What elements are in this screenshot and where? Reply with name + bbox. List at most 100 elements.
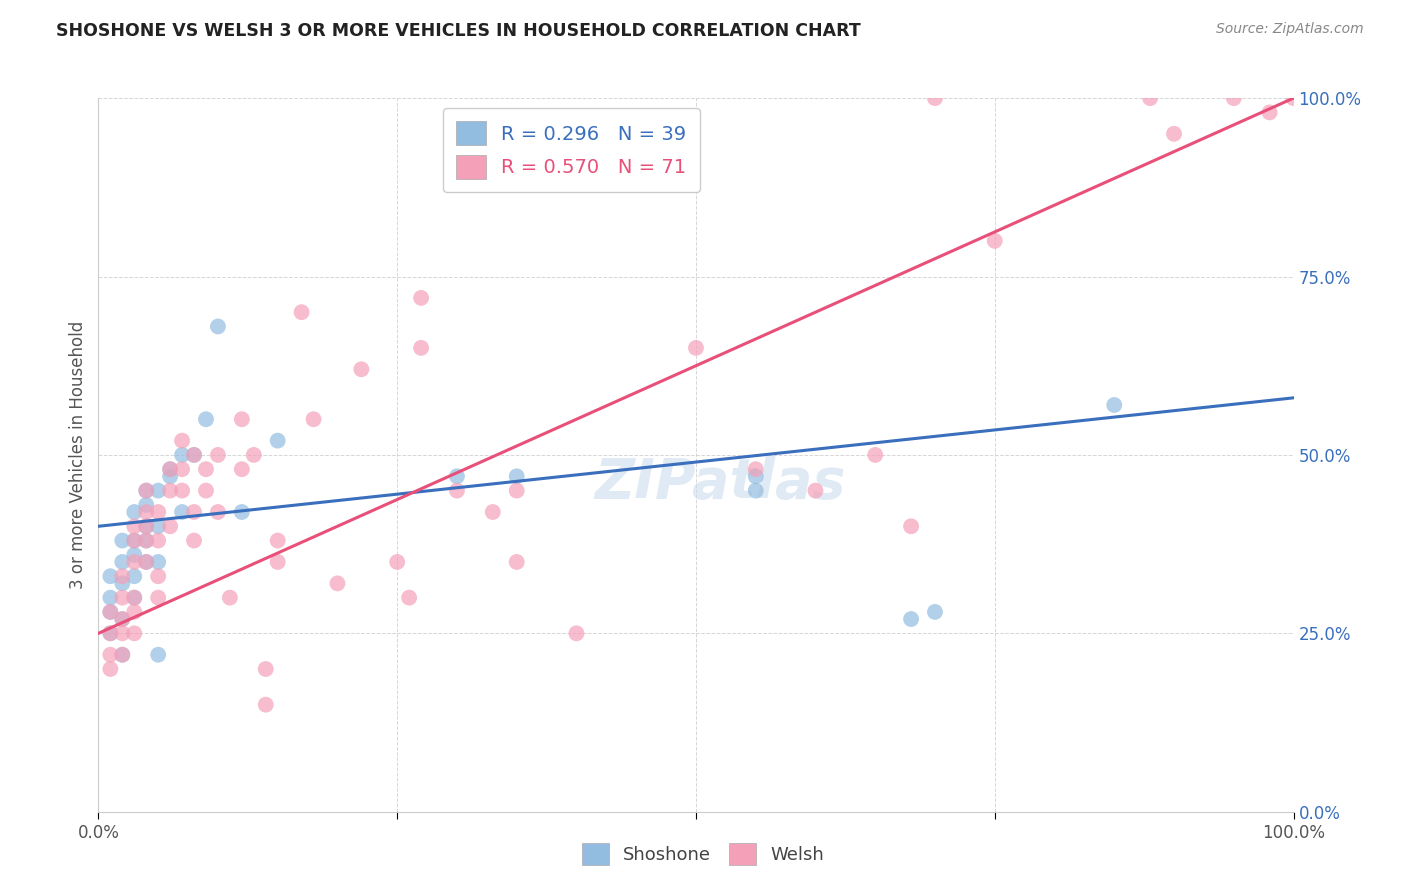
Point [98,648,122,662]
Point [745,462,768,476]
Text: Source: ZipAtlas.com: Source: ZipAtlas.com [1216,22,1364,37]
Point [135,555,157,569]
Point [98,591,122,605]
Point [183,505,205,519]
Point [124,505,146,519]
Point [135,533,157,548]
Point [231,505,253,519]
Point [1258,105,1281,120]
Point [231,462,253,476]
Point [207,505,229,519]
Point [172,462,194,476]
Point [506,483,529,498]
Point [207,319,229,334]
Point [183,533,205,548]
Point [613,127,636,141]
Point [172,448,194,462]
Point [506,469,529,483]
Point [98,626,122,640]
Point [804,483,827,498]
Point [124,533,146,548]
Point [148,555,170,569]
Point [267,555,290,569]
Point [1139,91,1161,105]
Point [183,448,205,462]
Point [565,626,588,640]
Point [124,626,146,640]
Point [1163,127,1185,141]
Point [148,483,170,498]
Point [124,519,146,533]
Point [148,533,170,548]
Point [124,533,146,548]
Point [1102,398,1125,412]
Point [111,648,134,662]
Point [148,505,170,519]
Point [159,483,181,498]
Legend: Shoshone, Welsh: Shoshone, Welsh [572,834,834,874]
Point [135,483,157,498]
Point [111,626,134,640]
Point [124,591,146,605]
Point [506,555,529,569]
Legend: R = 0.296   N = 39, R = 0.570   N = 71: R = 0.296 N = 39, R = 0.570 N = 71 [443,108,700,193]
Point [111,533,134,548]
Point [172,505,194,519]
Point [111,612,134,626]
Point [159,469,181,483]
Point [98,605,122,619]
Point [290,305,312,319]
Point [194,412,217,426]
Point [124,605,146,619]
Point [745,469,768,483]
Point [124,569,146,583]
Point [183,448,205,462]
Point [745,483,768,498]
Point [267,434,290,448]
Point [124,591,146,605]
Point [172,434,194,448]
Point [98,569,122,583]
Point [111,612,134,626]
Y-axis label: 3 or more Vehicles in Household: 3 or more Vehicles in Household [69,321,87,589]
Point [863,448,886,462]
Point [398,591,420,605]
Point [1282,91,1305,105]
Point [900,519,922,533]
Point [98,605,122,619]
Point [124,548,146,562]
Point [194,483,217,498]
Point [207,448,229,462]
Point [924,605,946,619]
Point [135,533,157,548]
Point [411,341,433,355]
Point [111,555,134,569]
Point [148,591,170,605]
Point [1222,91,1246,105]
Point [148,648,170,662]
Point [350,362,373,376]
Point [159,462,181,476]
Point [135,505,157,519]
Point [135,483,157,498]
Text: SHOSHONE VS WELSH 3 OR MORE VEHICLES IN HOUSEHOLD CORRELATION CHART: SHOSHONE VS WELSH 3 OR MORE VEHICLES IN … [56,22,860,40]
Point [219,591,242,605]
Point [326,576,349,591]
Point [267,533,290,548]
Point [385,555,409,569]
Point [159,462,181,476]
Point [111,569,134,583]
Point [231,412,253,426]
Point [983,234,1005,248]
Point [242,448,264,462]
Point [111,591,134,605]
Point [135,498,157,512]
Point [194,462,217,476]
Text: ZIPatlas: ZIPatlas [595,457,845,510]
Point [135,519,157,533]
Point [98,662,122,676]
Point [446,483,468,498]
Point [111,576,134,591]
Point [446,469,468,483]
Point [685,341,707,355]
